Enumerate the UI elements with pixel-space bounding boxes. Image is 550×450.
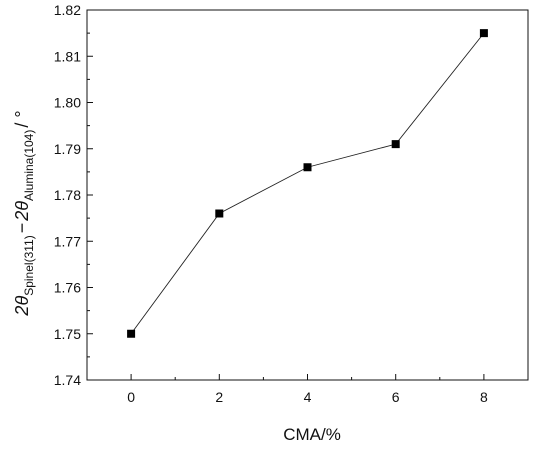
plot-area-border	[86, 9, 529, 381]
plot-frame	[86, 9, 529, 381]
data-point	[127, 329, 136, 338]
data-point	[215, 209, 224, 218]
y-tick-label: 1.75	[54, 326, 81, 342]
y-axis-title-sub2: Alumina(104)	[22, 130, 36, 201]
y-tick-label: 1.74	[54, 372, 81, 388]
y-tick-label: 1.81	[54, 48, 81, 64]
y-tick-label: 1.77	[54, 233, 81, 249]
series-line	[130, 32, 485, 335]
data-point	[391, 140, 400, 149]
axis-ticks	[87, 9, 485, 381]
x-tick-label: 2	[215, 389, 223, 405]
data-point	[303, 163, 312, 172]
x-tick-label: 0	[127, 389, 135, 405]
x-tick-label: 4	[304, 389, 312, 405]
y-tick-label: 1.79	[54, 141, 81, 157]
y-axis-title-unit: / °	[12, 110, 32, 127]
y-axis-title-sub1: Spinel(311)	[22, 235, 36, 295]
y-axis-title-base2: 2θ	[12, 201, 32, 222]
y-axis-title: 2θSpinel(311)−2θAlumina(104)/ °	[12, 110, 36, 316]
y-axis-title-base1: 2θ	[12, 296, 32, 317]
x-tick-label: 6	[392, 389, 400, 405]
y-tick-label: 1.82	[54, 2, 81, 18]
y-tick-label: 1.78	[54, 187, 81, 203]
x-tick-label: 8	[480, 389, 488, 405]
data-point	[479, 29, 488, 38]
x-axis-title: CMA/%	[283, 425, 341, 444]
y-tick-label: 1.76	[54, 280, 81, 296]
y-axis-title-minus: −	[12, 223, 32, 234]
y-tick-label: 1.80	[54, 95, 81, 111]
tick-labels: 0 2 4 6 8 1.74 1.75 1.76 1.77 1.78 1.79 1.80 1.81 1.8…	[54, 2, 488, 405]
data-series	[127, 29, 488, 338]
